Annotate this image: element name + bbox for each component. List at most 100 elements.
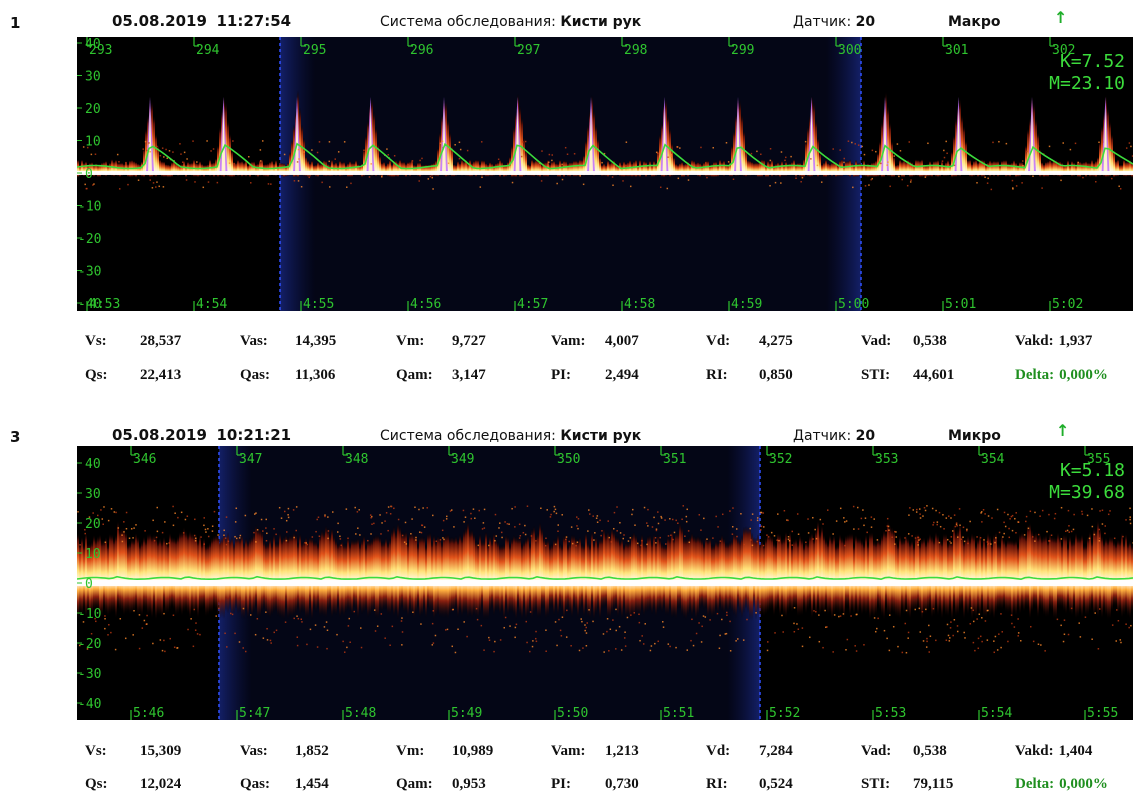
top-tick-label: 297: [517, 43, 540, 58]
stat-vakd: Vakd: 1,404: [1015, 743, 1092, 760]
stat-value: 0,000%: [1059, 776, 1108, 792]
sensor: Датчик: 20: [793, 428, 875, 444]
stat-key: Qs:: [85, 776, 108, 792]
y-tick-label: 10: [85, 135, 101, 150]
bottom-tick-label: 5:55: [1087, 706, 1118, 720]
top-tick-label: 353: [875, 452, 898, 467]
top-tick-label: 293: [89, 43, 112, 58]
stat-qas: Qas: 1,454: [240, 776, 329, 793]
bottom-tick-label: 5:00: [838, 297, 869, 311]
panel-number: 3: [10, 428, 21, 446]
stat-qam: Qam: 3,147: [396, 367, 486, 384]
stat-vas: Vas: 1,852: [240, 743, 329, 760]
top-tick-label: 347: [239, 452, 262, 467]
stat-vad: Vad: 0,538: [861, 333, 947, 350]
y-tick-label: -40: [78, 697, 101, 712]
arrow-up-icon[interactable]: ↑: [1056, 421, 1070, 440]
stat-value: 0,953: [452, 776, 486, 792]
stat-value: 22,413: [140, 367, 182, 383]
y-tick-label: 20: [85, 102, 101, 117]
stat-ri: RI: 0,850: [706, 367, 793, 384]
date: 05.08.2019: [112, 426, 207, 444]
top-tick-label: 300: [838, 43, 861, 58]
stat-key: Vad:: [861, 743, 892, 759]
doppler-spectrogram[interactable]: 40 30 20 10 0 -10 -20 -30 -40 346 347 348 349 350 351 3…: [77, 446, 1133, 720]
stat-value: 28,537: [140, 333, 182, 349]
stat-vs: Vs: 28,537: [85, 333, 181, 350]
y-tick-label: -30: [78, 667, 101, 682]
stat-vam: Vam: 4,007: [551, 333, 639, 350]
y-axis: 40 30 20 10 0 -10 -20 -30 -40: [77, 457, 101, 712]
stat-value: 1,852: [295, 743, 329, 759]
stat-key: Vas:: [240, 333, 268, 349]
stat-vd: Vd: 4,275: [706, 333, 793, 350]
stat-value: 1,454: [295, 776, 329, 792]
exam-system: Система обследования: Кисти рук: [380, 428, 641, 444]
top-tick-label: 350: [557, 452, 580, 467]
time: 10:21:21: [216, 426, 292, 444]
y-tick-label: 40: [85, 457, 101, 472]
stat-value: 14,395: [295, 333, 337, 349]
bottom-tick-label: 5:47: [239, 706, 270, 720]
k-value: K=7.52: [1060, 51, 1125, 72]
stat-value: 4,275: [759, 333, 793, 349]
stat-delta: Delta: 0,000%: [1015, 776, 1108, 793]
stat-qam: Qam: 0,953: [396, 776, 486, 793]
time: 11:27:54: [216, 12, 292, 30]
stat-value: 3,147: [452, 367, 486, 383]
stat-value: 7,284: [759, 743, 793, 759]
y-tick-label: -10: [78, 607, 101, 622]
panel-number: 1: [10, 14, 21, 32]
stat-key: Vam:: [551, 743, 586, 759]
stat-vm: Vm: 10,989: [396, 743, 493, 760]
sensor-label: Датчик:: [793, 428, 852, 444]
system-value: Кисти рук: [560, 428, 642, 444]
stat-key: Qam:: [396, 776, 433, 792]
stat-vad: Vad: 0,538: [861, 743, 947, 760]
stat-key: Vad:: [861, 333, 892, 349]
stat-key: Qas:: [240, 367, 270, 383]
stat-vd: Vd: 7,284: [706, 743, 793, 760]
stat-value: 79,115: [913, 776, 954, 792]
bottom-tick-label: 4:53: [89, 297, 120, 311]
stat-key: RI:: [706, 776, 728, 792]
stat-vam: Vam: 1,213: [551, 743, 639, 760]
bottom-tick-label: 4:54: [196, 297, 227, 311]
stat-vas: Vas: 14,395: [240, 333, 336, 350]
exam-system: Система обследования: Кисти рук: [380, 14, 641, 30]
stat-key: Delta:: [1015, 367, 1055, 383]
y-tick-label: 20: [85, 517, 101, 532]
y-tick-label: 40: [85, 37, 101, 52]
stat-sti: STI: 79,115: [861, 776, 953, 793]
bottom-tick-label: 5:52: [769, 706, 800, 720]
y-tick-label: -40: [78, 297, 101, 311]
bottom-tick-label: 4:59: [731, 297, 762, 311]
system-label: Система обследования:: [380, 14, 556, 30]
stat-value: 9,727: [452, 333, 486, 349]
stat-pi: PI: 0,730: [551, 776, 639, 793]
arrow-up-icon[interactable]: ↑: [1054, 8, 1068, 27]
y-tick-label: -10: [78, 200, 101, 215]
mode-label: Микро: [948, 428, 1001, 444]
stat-key: Vd:: [706, 743, 731, 759]
stat-value: 2,494: [605, 367, 639, 383]
y-axis: 40 30 20 10 0 -10 -20 -30 -40: [77, 37, 101, 311]
stat-qs: Qs: 22,413: [85, 367, 181, 384]
stat-vm: Vm: 9,727: [396, 333, 486, 350]
stat-key: Vakd:: [1015, 333, 1054, 349]
doppler-spectrogram[interactable]: 40 30 20 10 0 -10 -20 -30 -40 293 294 295 296 297 298 2…: [77, 37, 1133, 311]
stat-delta: Delta: 0,000%: [1015, 367, 1108, 384]
velocity-envelope: [77, 575, 1133, 581]
top-tick-label: 348: [345, 452, 368, 467]
bottom-tick-label: 4:55: [303, 297, 334, 311]
top-tick-label: 302: [1052, 43, 1075, 58]
top-tick-label: 354: [981, 452, 1005, 467]
sensor-value: 20: [855, 14, 876, 30]
top-tick-label: 355: [1087, 452, 1110, 467]
stat-value: 0,524: [759, 776, 793, 792]
stat-value: 15,309: [140, 743, 182, 759]
bottom-tick-label: 5:50: [557, 706, 588, 720]
y-tick-label: 0: [85, 577, 93, 592]
top-tick-label: 298: [624, 43, 647, 58]
